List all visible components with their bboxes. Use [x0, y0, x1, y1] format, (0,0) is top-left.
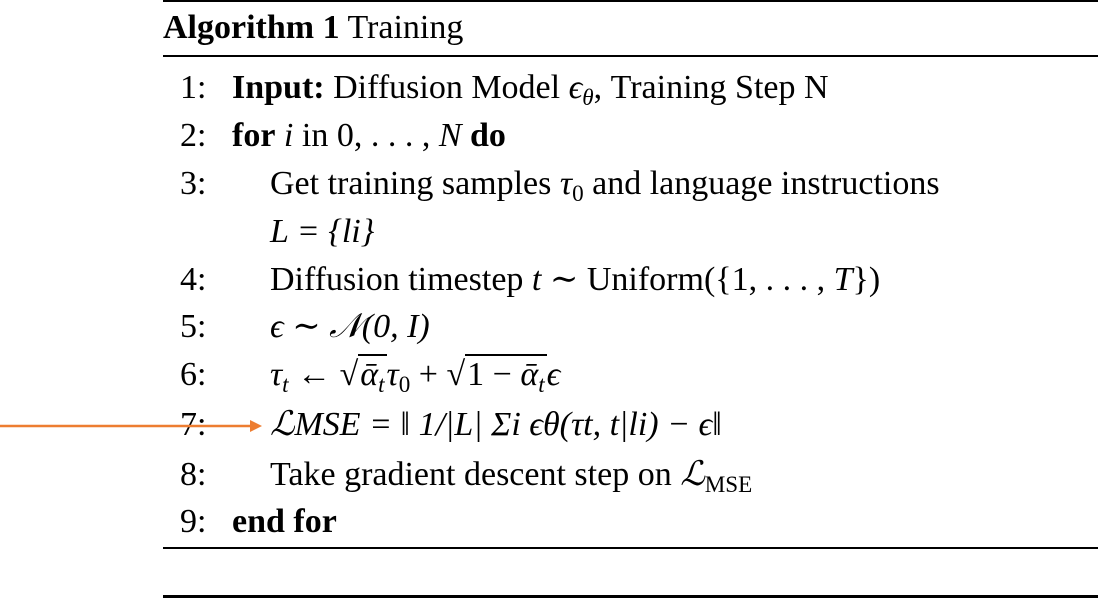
line-number: 5: — [180, 308, 207, 345]
keyword: do — [470, 117, 506, 154]
algo-line-3: 3: Get training samples τ0 and language i… — [180, 162, 940, 206]
mse-loss-math: ℒMSE = ‖ 1/|L| Σi ϵθ(τt, t|li) − ϵ‖ — [270, 406, 722, 443]
line-number: 7: — [180, 406, 207, 443]
keyword: end for — [232, 503, 337, 540]
algo-line-3-cont: L = {li} — [180, 210, 374, 254]
algorithm-title: Algorithm 1 Training — [163, 6, 463, 50]
bottom-rule — [163, 547, 1098, 549]
line-number: 2: — [180, 117, 207, 154]
algo-line-8: 8: Take gradient descent step on ℒMSE — [180, 454, 753, 498]
line-number: 9: — [180, 503, 207, 540]
algo-line-9: 9: end for — [180, 500, 337, 544]
algorithm-name: Training — [347, 9, 464, 46]
annotation-arrow-icon — [0, 420, 262, 432]
line-number: 8: — [180, 456, 207, 493]
algo-line-1: 1: Input: Diffusion Model ϵθ, Training St… — [180, 66, 829, 110]
instruction-set-math: L = {li} — [270, 213, 375, 250]
algo-line-5: 5: ϵ ∼ 𝒩(0, I) — [180, 305, 430, 349]
algo-line-7: 7: ℒMSE = ‖ 1/|L| Σi ϵθ(τt, t|li) − ϵ‖ — [180, 403, 722, 447]
noise-sample-math: ϵ ∼ 𝒩(0, I) — [270, 308, 430, 345]
page-rule — [163, 595, 1098, 598]
algo-line-6: 6: τt ← √ᾱtτ0 + √1 − ᾱtϵ — [180, 353, 560, 397]
line-number: 6: — [180, 356, 207, 393]
keyword: for — [232, 117, 276, 154]
keyword: Input: — [232, 69, 325, 106]
title-rule — [163, 55, 1098, 57]
line-number: 4: — [180, 261, 207, 298]
line-number: 3: — [180, 165, 207, 202]
line-number: 1: — [180, 69, 207, 106]
algorithm-label: Algorithm 1 — [163, 9, 340, 46]
algo-line-2: 2: for i in 0, . . . , N do — [180, 114, 506, 158]
algo-line-4: 4: Diffusion timestep t ∼ Uniform({1, . .… — [180, 258, 880, 302]
top-rule — [163, 0, 1098, 2]
